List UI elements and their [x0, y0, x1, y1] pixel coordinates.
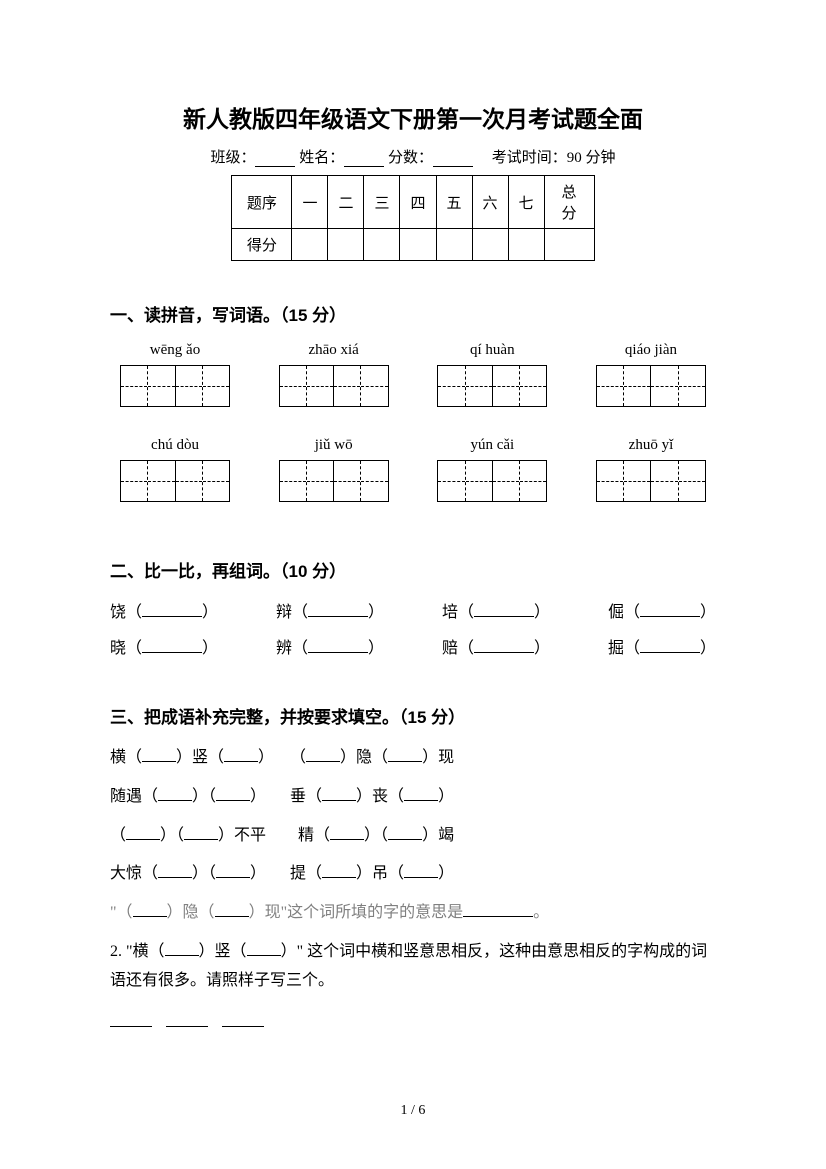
compare-row-1: 饶（） 辩（） 培（） 倔（） [110, 598, 716, 622]
page-number: 1 / 6 [0, 1103, 826, 1119]
char-box [596, 460, 706, 502]
char-box [437, 365, 547, 407]
pinyin-row-2: chú dòu jiǔ wō yún cǎi zhuō yǐ [110, 437, 716, 502]
pinyin-label: qiáo jiàn [586, 342, 716, 359]
score-cell [328, 229, 364, 261]
example-blanks [110, 1012, 716, 1032]
compare-item: 赔（） [442, 634, 550, 658]
pinyin-item: chú dòu [110, 437, 240, 502]
idiom-q2: 2. "横（）竖（）" 这个词中横和竖意思相反，这种由意思相反的字构成的词语还有… [110, 938, 716, 996]
pinyin-item: wēng ǎo [110, 342, 240, 407]
header-cell: 二 [328, 176, 364, 229]
header-cell: 四 [400, 176, 436, 229]
name-blank [344, 152, 384, 167]
compare-item: 掘（） [608, 634, 716, 658]
char-box [279, 460, 389, 502]
compare-item: 辨（） [276, 634, 384, 658]
compare-item: 培（） [442, 598, 550, 622]
score-cell [400, 229, 436, 261]
score-cell [472, 229, 508, 261]
score-cell [508, 229, 544, 261]
header-cell: 七 [508, 176, 544, 229]
score-cell [364, 229, 400, 261]
char-box [120, 365, 230, 407]
header-cell: 三 [364, 176, 400, 229]
header-cell: 总分 [544, 176, 594, 229]
idiom-line: 随遇（）（） 垂（）丧（） [110, 783, 716, 812]
name-label: 姓名： [299, 150, 344, 166]
char-box [279, 365, 389, 407]
section2-header: 二、比一比，再组词。（10 分） [110, 557, 716, 582]
score-table: 题序 一 二 三 四 五 六 七 总分 得分 [231, 175, 594, 261]
class-label: 班级： [210, 150, 255, 166]
section3-header: 三、把成语补充完整，并按要求填空。（15 分） [110, 703, 716, 728]
compare-item: 辩（） [276, 598, 384, 622]
time-label: 考试时间：90 分钟 [492, 150, 616, 166]
pinyin-label: zhāo xiá [269, 342, 399, 359]
header-cell: 六 [472, 176, 508, 229]
pinyin-item: qí huàn [427, 342, 557, 407]
score-label: 分数： [388, 150, 433, 166]
idiom-line: 横（）竖（） （）隐（）现 [110, 744, 716, 773]
header-cell: 五 [436, 176, 472, 229]
pinyin-row-1: wēng ǎo zhāo xiá qí huàn qiáo jiàn [110, 342, 716, 407]
char-box [437, 460, 547, 502]
idiom-line: 大惊（）（） 提（）吊（） [110, 860, 716, 889]
pinyin-item: zhuō yǐ [586, 437, 716, 502]
pinyin-label: chú dòu [110, 437, 240, 454]
pinyin-label: zhuō yǐ [586, 437, 716, 454]
section1-header: 一、读拼音，写词语。（15 分） [110, 301, 716, 326]
compare-item: 晓（） [110, 634, 218, 658]
header-cell: 一 [292, 176, 328, 229]
score-cell [544, 229, 594, 261]
pinyin-label: wēng ǎo [110, 342, 240, 359]
compare-row-2: 晓（） 辨（） 赔（） 掘（） [110, 634, 716, 658]
pinyin-item: qiáo jiàn [586, 342, 716, 407]
score-cell [436, 229, 472, 261]
score-row-label: 得分 [232, 229, 292, 261]
class-blank [255, 152, 295, 167]
pinyin-label: jiǔ wō [269, 437, 399, 454]
idiom-gray-line: "（）隐（）现"这个词所填的字的意思是。 [110, 899, 716, 928]
score-cell [292, 229, 328, 261]
table-row: 题序 一 二 三 四 五 六 七 总分 [232, 176, 594, 229]
pinyin-item: zhāo xiá [269, 342, 399, 407]
page-title: 新人教版四年级语文下册第一次月考试题全面 [110, 100, 716, 134]
pinyin-label: yún cǎi [427, 437, 557, 454]
compare-item: 倔（） [608, 598, 716, 622]
char-box [120, 460, 230, 502]
header-cell: 题序 [232, 176, 292, 229]
table-row: 得分 [232, 229, 594, 261]
pinyin-label: qí huàn [427, 342, 557, 359]
pinyin-item: yún cǎi [427, 437, 557, 502]
idiom-line: （）（）不平 精（）（）竭 [110, 822, 716, 851]
pinyin-item: jiǔ wō [269, 437, 399, 502]
info-line: 班级： 姓名： 分数： 考试时间：90 分钟 [110, 146, 716, 167]
compare-item: 饶（） [110, 598, 218, 622]
char-box [596, 365, 706, 407]
score-blank [433, 152, 473, 167]
